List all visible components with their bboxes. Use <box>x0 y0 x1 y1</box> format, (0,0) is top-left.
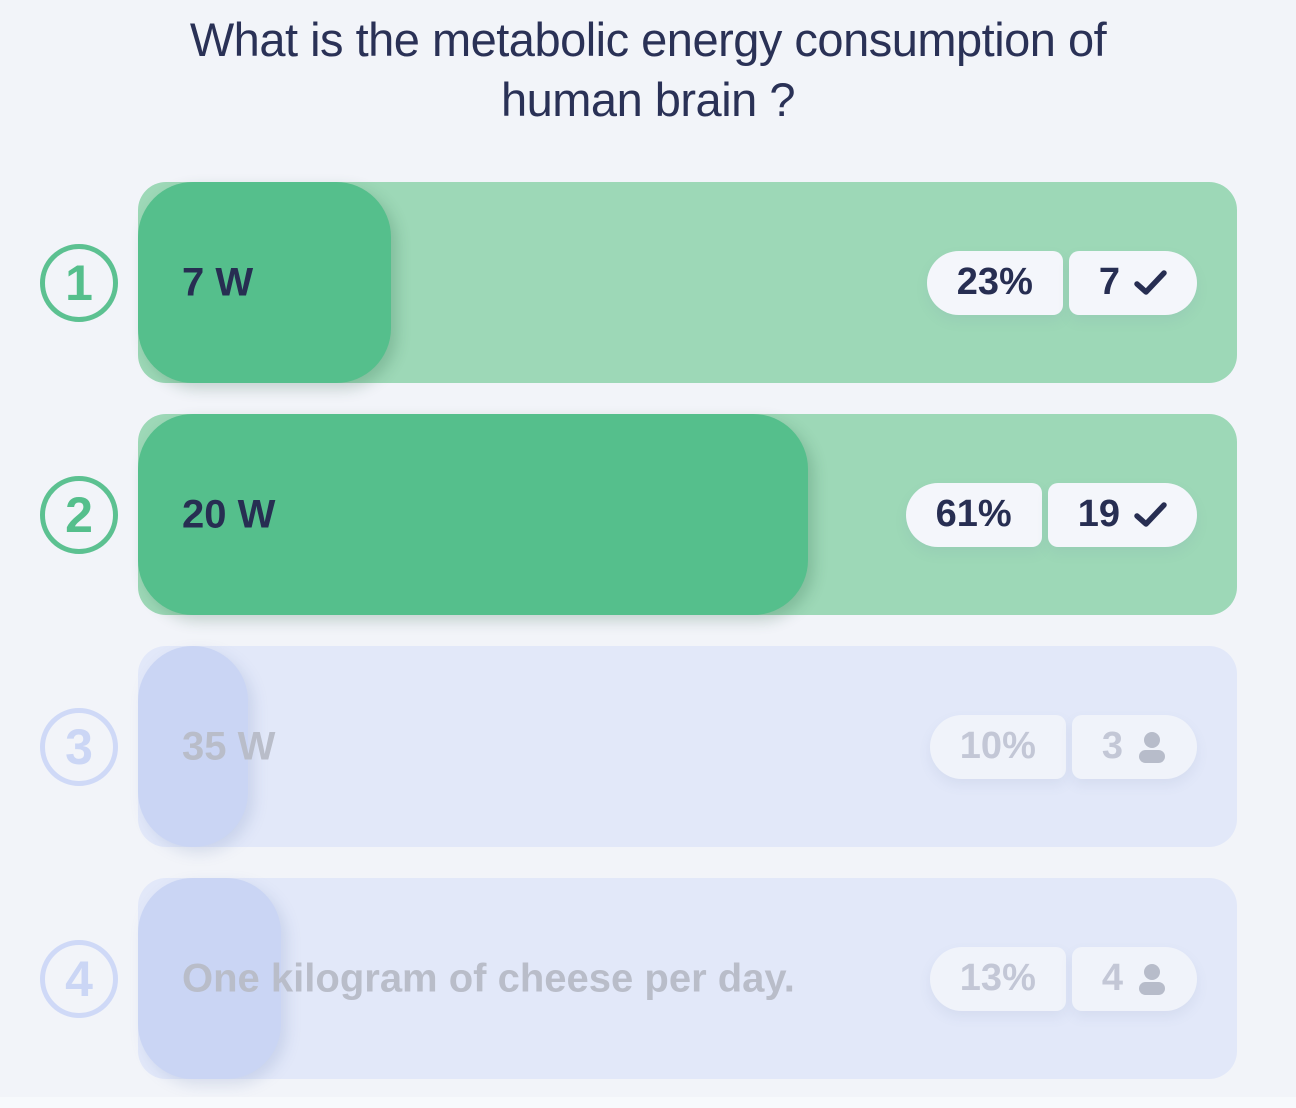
option-number-badge: 2 <box>40 475 118 554</box>
question-title: What is the metabolic energy consumption… <box>0 0 1296 130</box>
footer-strip <box>0 1097 1296 1108</box>
person-icon <box>1139 963 1165 995</box>
result-bar-fill <box>138 414 809 615</box>
check-icon <box>1134 269 1167 295</box>
result-bar-fill <box>138 182 391 383</box>
answer-option-3[interactable]: 3 35 W 10% 3 <box>0 646 1296 847</box>
result-bar-fill <box>138 878 281 1079</box>
percent-badge: 23% <box>926 250 1063 315</box>
percent-badge: 13% <box>929 946 1066 1011</box>
vote-count-badge: 7 <box>1068 250 1197 315</box>
result-bar: One kilogram of cheese per day. 13% 4 <box>138 878 1237 1079</box>
option-label: 7 W <box>182 260 254 304</box>
result-badges: 61% 19 <box>905 482 1197 547</box>
option-label: 35 W <box>182 724 276 768</box>
result-bar-fill <box>138 646 248 847</box>
answer-results-list: 1 7 W 23% 7 2 20 W 61% 19 <box>0 182 1296 1079</box>
vote-count: 19 <box>1077 493 1120 535</box>
option-number-badge: 3 <box>40 707 118 786</box>
result-badges: 23% 7 <box>926 250 1197 315</box>
percent-badge: 10% <box>929 714 1066 779</box>
vote-count: 4 <box>1101 957 1123 999</box>
option-number-badge: 4 <box>40 939 118 1018</box>
result-badges: 13% 4 <box>929 946 1197 1011</box>
option-number-badge: 1 <box>40 243 118 322</box>
option-label: 20 W <box>182 492 276 536</box>
result-bar: 7 W 23% 7 <box>138 182 1237 383</box>
percent-badge: 61% <box>905 482 1042 547</box>
question-title-line1: What is the metabolic energy consumption… <box>189 13 1107 66</box>
vote-count: 3 <box>1101 725 1123 767</box>
option-label: One kilogram of cheese per day. <box>182 956 795 1000</box>
result-bar: 20 W 61% 19 <box>138 414 1237 615</box>
person-icon <box>1139 731 1165 763</box>
question-title-line2: human brain ? <box>501 73 795 126</box>
vote-count-badge: 3 <box>1071 714 1197 779</box>
vote-count: 7 <box>1098 261 1120 303</box>
check-icon <box>1134 501 1167 527</box>
result-badges: 10% 3 <box>929 714 1197 779</box>
result-bar: 35 W 10% 3 <box>138 646 1237 847</box>
vote-count-badge: 4 <box>1071 946 1197 1011</box>
answer-option-2[interactable]: 2 20 W 61% 19 <box>0 414 1296 615</box>
vote-count-badge: 19 <box>1047 482 1197 547</box>
answer-option-4[interactable]: 4 One kilogram of cheese per day. 13% 4 <box>0 878 1296 1079</box>
answer-option-1[interactable]: 1 7 W 23% 7 <box>0 182 1296 383</box>
